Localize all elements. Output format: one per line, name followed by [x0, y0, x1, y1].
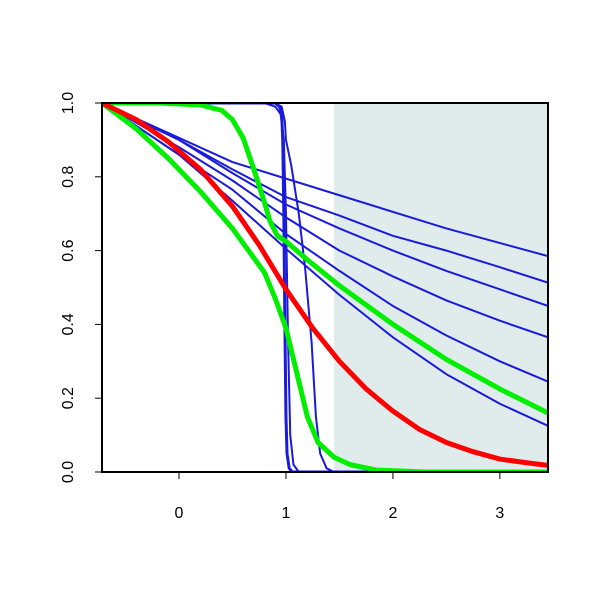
x-tick-label: 3 [495, 505, 504, 522]
series-line-9 [102, 103, 548, 472]
x-tick-label: 2 [388, 505, 397, 522]
series-layer [102, 103, 548, 472]
series-line-4 [102, 103, 548, 339]
y-tick-label: 0.0 [60, 461, 77, 483]
axes-layer: 0 1 2 3 0.0 0.2 0.4 0.6 0.8 1.0 [60, 92, 549, 522]
y-tick-label: 0.2 [60, 387, 77, 409]
series-line-3 [102, 103, 548, 307]
series-line-1 [102, 103, 548, 258]
y-tick-label: 0.6 [60, 239, 77, 261]
series-line-6 [102, 103, 548, 427]
series-line-12 [102, 103, 548, 468]
series-line-2 [102, 103, 548, 284]
series-line-11 [102, 103, 548, 416]
series-line-8 [102, 103, 548, 472]
y-tick-label: 1.0 [60, 92, 77, 114]
series-line-10 [102, 103, 548, 472]
plot-frame [101, 102, 549, 473]
x-tick-label: 1 [282, 505, 291, 522]
x-tick-label: 0 [175, 505, 184, 522]
y-tick-label: 0.4 [60, 313, 77, 335]
y-tick-label: 0.8 [60, 166, 77, 188]
series-line-7 [102, 103, 548, 472]
